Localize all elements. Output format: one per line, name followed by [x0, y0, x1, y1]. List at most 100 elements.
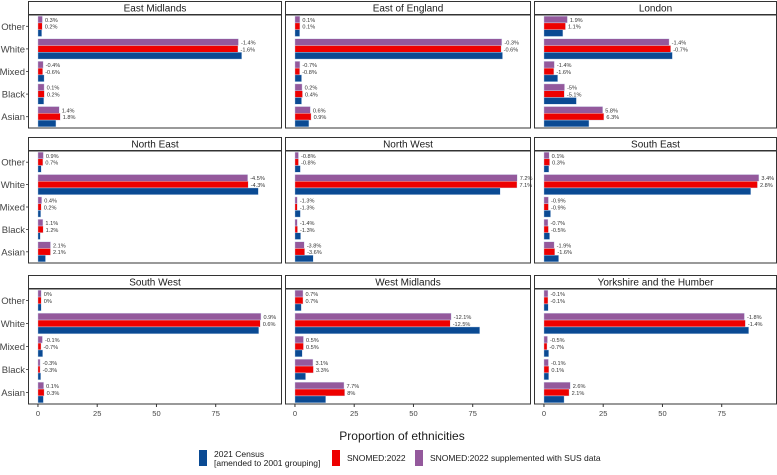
facet-title: North East [131, 140, 178, 151]
bar-sus-asian [294, 381, 345, 390]
panel-border [285, 150, 531, 264]
bar-census-black [543, 97, 577, 105]
data-label-sus: -0.1% [45, 338, 60, 344]
bar-snomed-white [543, 319, 746, 328]
legend-swatch [199, 450, 207, 466]
data-label-snomed: 0.3% [552, 161, 565, 167]
panel-border [534, 288, 777, 405]
bar-sus-mixed [543, 335, 548, 344]
bar-sus-mixed [294, 196, 298, 204]
x-axis-title: Proportion of ethnicities [339, 429, 464, 443]
data-label-snomed: 0.6% [263, 322, 276, 328]
bar-sus-white [294, 38, 503, 46]
bar-sus-mixed [37, 196, 42, 204]
data-label-snomed: -0.6% [504, 47, 519, 53]
bar-sus-mixed [37, 61, 44, 69]
bar-snomed-white [294, 181, 518, 189]
facet-panel: London1.9%1.1%-1.4%-0.7%-1.4%-1.6%-5%-5.… [534, 1, 777, 129]
data-label-sus: 2.1% [53, 243, 66, 249]
bar-snomed-white [294, 45, 502, 53]
bar-census-black [37, 232, 41, 240]
data-label-snomed: -0.7% [550, 345, 565, 351]
data-label-snomed: -0.3% [43, 368, 58, 374]
bar-sus-other [543, 15, 568, 24]
bar-sus-other [294, 15, 301, 24]
bar-sus-other [37, 15, 43, 24]
bar-census-white [294, 326, 481, 335]
data-label-snomed: 0.7% [45, 161, 58, 167]
data-label-snomed: 0.2% [45, 25, 58, 31]
bar-sus-white [294, 312, 452, 321]
data-label-sus: 0.4% [44, 199, 57, 205]
bar-snomed-mixed [294, 67, 300, 76]
bar-sus-other [37, 151, 44, 160]
bar-snomed-mixed [543, 342, 548, 351]
facet-title: South West [129, 278, 181, 289]
bar-census-mixed [543, 210, 551, 218]
data-label-sus: -0.9% [551, 199, 566, 205]
bar-census-white [543, 52, 673, 60]
data-label-snomed: 1.8% [63, 115, 76, 121]
y-tick-label: Mixed [0, 67, 25, 78]
data-label-snomed: 1.1% [568, 25, 581, 31]
bar-sus-mixed [543, 196, 549, 204]
bar-sus-black [294, 358, 314, 367]
data-label-snomed: 2.8% [760, 183, 773, 189]
bar-sus-asian [294, 241, 305, 249]
bar-snomed-other [37, 22, 43, 30]
bar-snomed-other [37, 158, 44, 166]
data-label-sus: 0.9% [46, 154, 59, 160]
bar-census-mixed [37, 74, 45, 82]
facet-panel: South East 0.1%0.3% 3.4%2.8% -0.9%-0.9% -0.7… [534, 137, 777, 264]
bar-sus-black [543, 83, 565, 91]
bar-sus-other [543, 151, 550, 160]
bar-census-mixed [543, 74, 558, 82]
bar-census-white [37, 326, 260, 335]
legend-label: SNOMED:2022 supplemented with SUS data [430, 453, 601, 463]
bar-snomed-black [543, 90, 565, 98]
x-tick-label: 75 [469, 409, 477, 418]
legend-item-snomed: SNOMED:2022 [332, 450, 406, 466]
bar-sus-white [37, 38, 239, 46]
bar-sus-asian [543, 241, 555, 249]
bar-census-asian [543, 254, 559, 263]
y-tick-label: Other [1, 158, 25, 169]
data-label-snomed: 6.3% [606, 115, 619, 121]
bar-sus-other [294, 151, 299, 160]
data-label-snomed: -1.6% [240, 47, 255, 53]
bar-snomed-asian [543, 388, 570, 397]
data-label-sus: 0.9% [263, 315, 276, 321]
bar-census-black [294, 372, 306, 381]
bar-snomed-black [294, 90, 303, 98]
data-label-snomed: -1.4% [748, 322, 763, 328]
data-label-snomed: 0.2% [44, 205, 57, 211]
bar-snomed-black [37, 90, 45, 98]
bar-snomed-other [294, 296, 304, 305]
x-tick-label: 0 [293, 409, 297, 418]
data-label-sus: 3.4% [761, 176, 774, 182]
legend-swatch [415, 450, 423, 466]
data-label-snomed: 1.2% [46, 228, 59, 234]
bar-census-other [37, 303, 42, 312]
bar-census-white [543, 187, 752, 195]
data-label-snomed: 0.1% [551, 368, 564, 374]
bar-sus-asian [37, 381, 44, 390]
bar-sus-white [543, 174, 760, 182]
panel-border [534, 150, 777, 264]
bar-sus-asian [37, 106, 60, 114]
bar-sus-black [37, 83, 45, 91]
bar-census-asian [294, 119, 310, 128]
x-tick-label: 75 [718, 409, 726, 418]
x-tick-label: 25 [93, 409, 101, 418]
bar-snomed-black [37, 365, 41, 374]
facet-panel: West Midlands 0.7%0.7% -12.1%-12.5% 0.5%0.5… [285, 275, 531, 405]
data-label-sus: 0.3% [45, 18, 58, 24]
bar-census-white [294, 187, 501, 195]
legend-swatch [332, 450, 340, 466]
bar-sus-asian [294, 106, 311, 114]
bar-census-black [37, 372, 41, 381]
data-label-snomed: 2.1% [572, 391, 585, 397]
bar-snomed-white [543, 45, 671, 53]
facet-title: East Midlands [124, 4, 187, 15]
x-tick-label: 0 [36, 409, 40, 418]
